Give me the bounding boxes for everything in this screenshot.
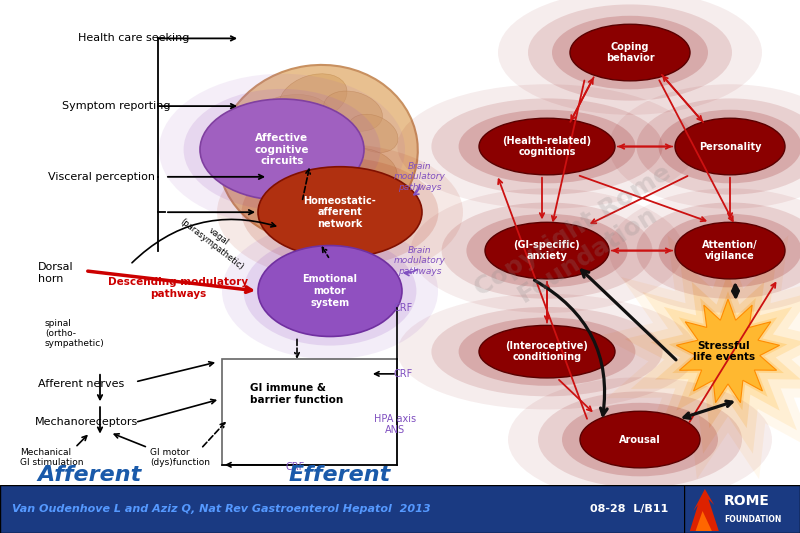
- Text: FOUNDATION: FOUNDATION: [725, 514, 782, 523]
- Text: (GI-specific)
anxiety: (GI-specific) anxiety: [514, 240, 580, 261]
- Ellipse shape: [552, 16, 708, 90]
- Polygon shape: [669, 291, 787, 410]
- Text: spinal
(ortho-
sympathetic): spinal (ortho- sympathetic): [45, 319, 105, 349]
- Ellipse shape: [348, 114, 398, 152]
- Ellipse shape: [528, 4, 732, 101]
- Ellipse shape: [244, 94, 332, 152]
- Ellipse shape: [658, 214, 800, 287]
- Ellipse shape: [658, 110, 800, 183]
- FancyBboxPatch shape: [0, 485, 800, 533]
- Polygon shape: [676, 299, 780, 402]
- Ellipse shape: [442, 203, 653, 298]
- Text: Symptom reporting: Symptom reporting: [62, 101, 170, 111]
- Ellipse shape: [562, 403, 718, 477]
- Text: Brain
modulatory
pathways: Brain modulatory pathways: [394, 162, 446, 192]
- Text: Affective
cognitive
circuits: Affective cognitive circuits: [254, 133, 310, 166]
- FancyBboxPatch shape: [684, 485, 800, 533]
- Text: Stressful
life events: Stressful life events: [693, 341, 755, 362]
- Ellipse shape: [508, 377, 772, 502]
- Text: (Health-related)
cognitions: (Health-related) cognitions: [502, 136, 591, 157]
- Ellipse shape: [217, 144, 463, 280]
- Text: Health care seeking: Health care seeking: [78, 34, 190, 43]
- Text: Coping
behavior: Coping behavior: [606, 42, 654, 63]
- Ellipse shape: [675, 222, 785, 279]
- Ellipse shape: [279, 74, 347, 122]
- Ellipse shape: [538, 391, 742, 488]
- Ellipse shape: [222, 223, 438, 359]
- Ellipse shape: [258, 167, 422, 257]
- Ellipse shape: [580, 411, 700, 468]
- Ellipse shape: [159, 74, 405, 225]
- Text: Visceral perception: Visceral perception: [48, 172, 155, 182]
- Ellipse shape: [479, 118, 615, 175]
- Ellipse shape: [258, 246, 402, 336]
- Text: vagal
(parasympathetic): vagal (parasympathetic): [178, 209, 252, 272]
- Polygon shape: [650, 273, 800, 428]
- Polygon shape: [696, 511, 712, 531]
- Ellipse shape: [296, 165, 380, 213]
- Polygon shape: [625, 247, 800, 454]
- Text: 08-28  L/B11: 08-28 L/B11: [590, 504, 668, 514]
- Ellipse shape: [339, 148, 397, 189]
- Text: CRF: CRF: [394, 369, 413, 379]
- Text: Afferent: Afferent: [38, 465, 142, 485]
- Ellipse shape: [263, 166, 323, 202]
- Ellipse shape: [466, 214, 628, 287]
- Ellipse shape: [675, 118, 785, 175]
- Ellipse shape: [637, 203, 800, 298]
- Ellipse shape: [609, 84, 800, 209]
- Text: GI immune &
barrier function: GI immune & barrier function: [250, 383, 343, 405]
- Text: (Interoceptive)
conditioning: (Interoceptive) conditioning: [506, 341, 589, 362]
- Text: HPA axis
ANS: HPA axis ANS: [374, 414, 416, 435]
- Ellipse shape: [479, 325, 615, 378]
- Ellipse shape: [458, 110, 635, 183]
- Ellipse shape: [242, 158, 438, 266]
- Text: ROME: ROME: [723, 494, 770, 508]
- Text: CRF: CRF: [286, 462, 305, 472]
- Text: Mechanoreceptors: Mechanoreceptors: [35, 417, 138, 427]
- Ellipse shape: [485, 222, 609, 279]
- Ellipse shape: [431, 99, 662, 195]
- Ellipse shape: [244, 237, 416, 345]
- Text: Afferent nerves: Afferent nerves: [38, 379, 124, 389]
- Text: Van Oudenhove L and Aziz Q, Nat Rev Gastroenterol Hepatol  2013: Van Oudenhove L and Aziz Q, Nat Rev Gast…: [12, 504, 430, 514]
- Polygon shape: [690, 489, 718, 531]
- Ellipse shape: [458, 318, 635, 386]
- Ellipse shape: [570, 25, 690, 81]
- Ellipse shape: [218, 65, 418, 243]
- Ellipse shape: [398, 294, 697, 409]
- Text: Efferent: Efferent: [289, 465, 391, 485]
- Text: Dorsal
horn: Dorsal horn: [38, 262, 74, 284]
- Text: Arousal: Arousal: [619, 434, 661, 445]
- Ellipse shape: [637, 99, 800, 195]
- Text: GI motor
(dys)function: GI motor (dys)function: [150, 448, 210, 467]
- Ellipse shape: [410, 188, 683, 313]
- Ellipse shape: [431, 307, 662, 397]
- Ellipse shape: [609, 188, 800, 313]
- Text: Attention/
vigilance: Attention/ vigilance: [702, 240, 758, 261]
- Text: Emotional
motor
system: Emotional motor system: [302, 274, 358, 308]
- Text: Mechanical
GI stimulation: Mechanical GI stimulation: [20, 448, 83, 467]
- Text: Homeostatic-
afferent
network: Homeostatic- afferent network: [304, 196, 376, 229]
- Ellipse shape: [324, 91, 382, 131]
- Ellipse shape: [200, 99, 364, 200]
- Text: CRF: CRF: [394, 303, 413, 313]
- Ellipse shape: [498, 0, 762, 115]
- Ellipse shape: [184, 89, 381, 210]
- Text: Descending modulatory
pathways: Descending modulatory pathways: [108, 277, 248, 299]
- Ellipse shape: [238, 143, 288, 184]
- Text: Personality: Personality: [698, 142, 762, 151]
- Polygon shape: [599, 220, 800, 479]
- Ellipse shape: [398, 84, 697, 209]
- Text: Copyright Rome
Foundation: Copyright Rome Foundation: [470, 160, 690, 325]
- Text: Brain
modulatory
pathways: Brain modulatory pathways: [394, 246, 446, 276]
